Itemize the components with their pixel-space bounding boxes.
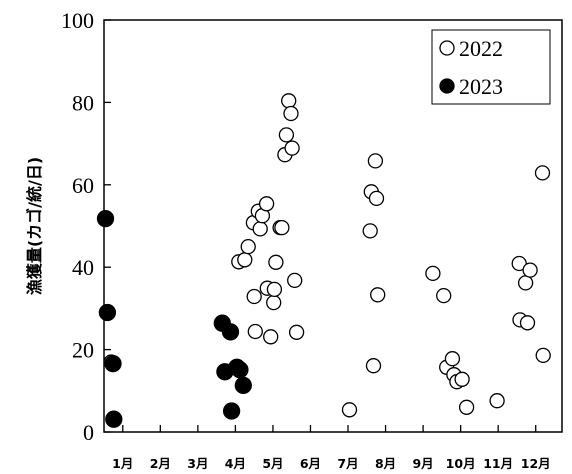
legend-label-2023: 2023	[459, 74, 503, 99]
data-point-2022	[535, 347, 551, 364]
data-point-2023	[104, 354, 122, 373]
data-point-2022	[281, 93, 297, 109]
data-point-2022	[258, 196, 275, 212]
data-point-2022	[246, 288, 262, 305]
data-point-2023	[105, 410, 123, 428]
x-tick-label: 9月	[412, 456, 433, 471]
data-point-2023	[231, 361, 249, 379]
data-point-2022	[284, 140, 300, 156]
data-point-2022	[367, 153, 384, 169]
data-point-2023	[96, 209, 115, 228]
legend-marker-2022	[439, 40, 455, 56]
data-point-2022	[489, 393, 505, 409]
data-point-2022	[454, 371, 470, 387]
x-tick-label: 6月	[300, 456, 321, 471]
y-tick-label: 80	[72, 90, 94, 115]
data-point-2022	[247, 323, 263, 340]
data-point-2022	[240, 238, 256, 255]
x-tick-label: 4月	[225, 456, 246, 471]
legend-marker-2023	[439, 78, 455, 94]
data-point-2022	[288, 324, 305, 340]
x-tick-label: 5月	[262, 456, 283, 471]
data-point-2023	[98, 303, 117, 322]
x-tick-label: 12月	[521, 456, 551, 471]
data-point-2022	[237, 252, 253, 268]
data-point-2022	[266, 281, 283, 298]
x-tick-label: 3月	[187, 456, 208, 471]
data-point-2022	[370, 287, 386, 303]
data-point-2022	[365, 358, 382, 374]
data-point-2023	[234, 376, 252, 395]
y-tick-label: 20	[72, 338, 94, 363]
data-point-2022	[519, 315, 536, 331]
x-tick-label: 10月	[446, 456, 476, 471]
x-tick-label: 1月	[112, 456, 133, 471]
data-point-2022	[362, 223, 378, 239]
data-point-2022	[266, 294, 282, 311]
data-point-2022	[517, 275, 534, 291]
data-point-2022	[444, 351, 461, 367]
y-tick-label: 60	[72, 173, 94, 198]
y-axis-title: 漁獲量(カゴ/統/日)	[25, 157, 44, 295]
data-point-2022	[278, 127, 295, 143]
data-point-2022	[283, 105, 299, 122]
data-point-2022	[368, 190, 385, 207]
data-point-2022	[268, 254, 284, 270]
data-points	[96, 93, 551, 428]
data-point-2022	[274, 219, 290, 236]
data-point-2022	[522, 262, 538, 278]
y-axis-label: 漁獲量(カゴ/統/日)	[25, 157, 44, 295]
data-point-2023	[221, 323, 240, 341]
data-point-2022	[425, 265, 441, 282]
x-tick-label: 11月	[483, 456, 513, 471]
y-tick-label: 0	[83, 420, 94, 445]
y-tick-label: 100	[61, 8, 94, 33]
legend: 2022 2023	[431, 29, 551, 105]
legend-label-2022: 2022	[459, 36, 503, 61]
x-tick-label: 2月	[150, 456, 171, 471]
data-point-2022	[341, 402, 358, 418]
x-axis: 1月 2月 3月 4月 5月 6月 7月 8月 9月 10月 11月 12月	[112, 425, 551, 471]
data-point-2022	[263, 329, 279, 345]
data-point-2022	[436, 287, 452, 304]
data-point-2022	[287, 272, 303, 289]
data-point-2022	[534, 165, 551, 181]
x-tick-label: 8月	[375, 456, 396, 471]
data-point-2022	[511, 255, 527, 272]
y-axis: 0 20 40 60 80 100	[61, 8, 111, 445]
y-tick-label: 40	[72, 255, 94, 280]
x-tick-label: 7月	[337, 456, 358, 471]
data-point-2022	[458, 399, 475, 415]
data-point-2023	[222, 402, 241, 420]
data-point-2022	[252, 221, 268, 237]
